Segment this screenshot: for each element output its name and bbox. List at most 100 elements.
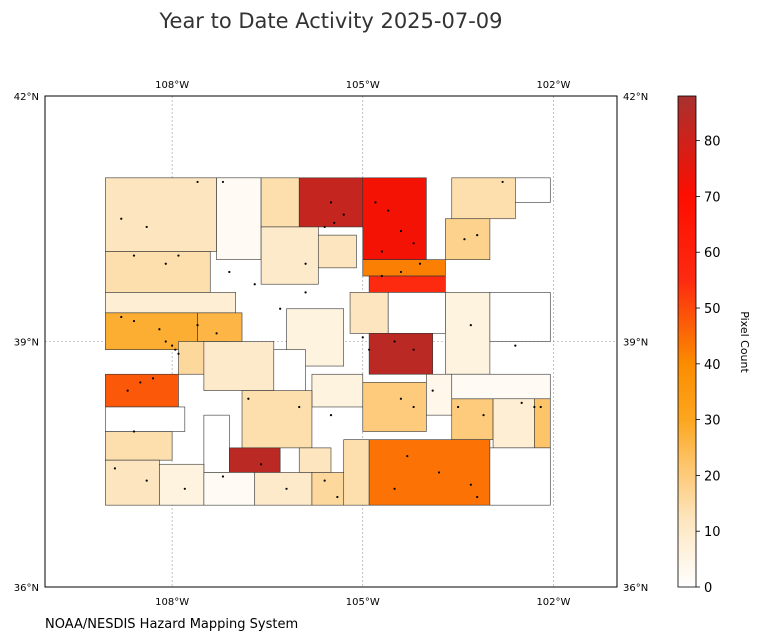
lat-tick-label-right: 42°N: [623, 92, 648, 103]
fire-detection-point: [221, 475, 225, 478]
county-hinsdale: [203, 414, 230, 473]
chart-title: Year to Date Activity 2025-07-09: [158, 9, 502, 33]
fire-detections: [113, 180, 542, 499]
fire-detection-point: [145, 225, 148, 229]
colorbar-tick-label: 50: [704, 302, 721, 317]
county-montrose: [105, 373, 179, 408]
lon-tick-label-top: 105°W: [346, 80, 380, 91]
colorbar-tick-label: 80: [704, 135, 721, 150]
fire-detection-point: [393, 487, 396, 490]
fire-detection-point: [431, 389, 434, 392]
county-lincoln: [445, 292, 491, 375]
fire-detection-point: [469, 324, 472, 327]
fire-detection-point: [514, 344, 517, 347]
fire-detection-point: [399, 270, 403, 274]
county-moffat: [105, 177, 217, 252]
county-crowley: [426, 373, 453, 416]
colorbar-tick-label: 30: [704, 414, 721, 429]
county-gunnison: [203, 341, 275, 391]
fire-detection-point: [228, 270, 231, 274]
fire-detection-point: [177, 352, 180, 355]
county-elbert: [387, 292, 446, 334]
county-huerfano: [343, 439, 370, 506]
fire-detection-point: [253, 283, 256, 286]
fire-detection-point: [463, 238, 466, 241]
county-san-miguel: [105, 406, 186, 432]
fire-detection-point: [132, 254, 136, 257]
county-weld: [362, 177, 427, 260]
fire-detection-point: [323, 479, 326, 482]
fire-detection-point: [406, 454, 409, 458]
fire-detection-point: [298, 405, 301, 409]
county-fremont: [311, 373, 364, 408]
county-mineral: [229, 447, 281, 473]
fire-detection-point: [139, 381, 142, 384]
county-morgan: [445, 218, 491, 260]
county-la-plata: [159, 463, 205, 506]
county-pitkin: [197, 312, 243, 342]
county-garfield: [105, 292, 236, 314]
fire-detection-point: [279, 307, 282, 310]
county-costilla: [311, 472, 345, 506]
lat-tick-label-left: 39°N: [14, 338, 39, 349]
county-boulder: [317, 234, 357, 269]
fire-detection-point: [476, 495, 479, 499]
county-el-paso: [368, 333, 433, 375]
county-pueblo: [362, 382, 427, 432]
fire-detection-point: [221, 180, 225, 184]
fire-detection-point: [151, 377, 155, 380]
fire-detection-point: [196, 180, 199, 184]
county-jackson: [260, 177, 300, 228]
fire-detection-point: [476, 234, 479, 237]
fire-detection-point: [342, 213, 345, 216]
fire-detection-point: [380, 274, 383, 278]
fire-detection-point: [482, 414, 485, 417]
lat-tick-label-right: 39°N: [623, 338, 648, 349]
fire-detection-point: [501, 180, 504, 184]
county-bent: [492, 398, 535, 449]
fire-detection-point: [285, 487, 288, 490]
county-conejos: [254, 472, 313, 506]
colorbar-tick-label: 40: [704, 358, 721, 373]
fire-detection-point: [113, 467, 117, 470]
county-sedgwick: [515, 177, 551, 203]
fire-detection-point: [120, 315, 123, 319]
fire-detection-point: [437, 471, 441, 474]
county-baca: [489, 447, 551, 506]
data-credit: NOAA/NESDIS Hazard Mapping System: [45, 617, 298, 632]
county-rio-blanco: [105, 251, 211, 293]
fire-detection-point: [196, 324, 199, 327]
county-layer: [105, 177, 551, 506]
lon-tick-label-bottom: 102°W: [536, 597, 570, 608]
county-douglas: [349, 292, 389, 334]
lon-tick-label-bottom: 108°W: [155, 597, 189, 608]
fire-detection-point: [374, 201, 377, 204]
county-archuleta: [203, 472, 256, 506]
fire-detection-point: [304, 262, 307, 265]
lat-tick-label-right: 36°N: [623, 583, 648, 594]
fire-detection-point: [171, 344, 174, 347]
county-grand: [260, 226, 319, 285]
fire-detection-point: [183, 487, 186, 490]
colorbar-tick-label: 0: [704, 581, 712, 596]
county-prowers: [534, 398, 551, 449]
fire-detection-point: [539, 405, 542, 409]
fire-detection-point: [361, 336, 364, 339]
county-kiowa: [451, 373, 551, 400]
fire-detection-point: [368, 348, 371, 351]
fire-detection-point: [304, 291, 307, 294]
county-routt: [216, 177, 262, 260]
fire-detection-point: [336, 495, 339, 499]
fire-detection-point: [329, 201, 333, 204]
colorbar-tick-label: 60: [704, 246, 721, 261]
fire-detection-point: [412, 242, 415, 245]
fire-detection-point: [164, 340, 167, 343]
county-otero: [451, 398, 494, 440]
fire-detection-point: [215, 332, 218, 335]
lat-tick-label-left: 42°N: [14, 92, 39, 103]
fire-detection-point: [412, 405, 415, 409]
lon-tick-label-top: 102°W: [536, 80, 570, 91]
fire-detection-point: [120, 217, 123, 220]
fire-detection-point: [393, 340, 396, 343]
